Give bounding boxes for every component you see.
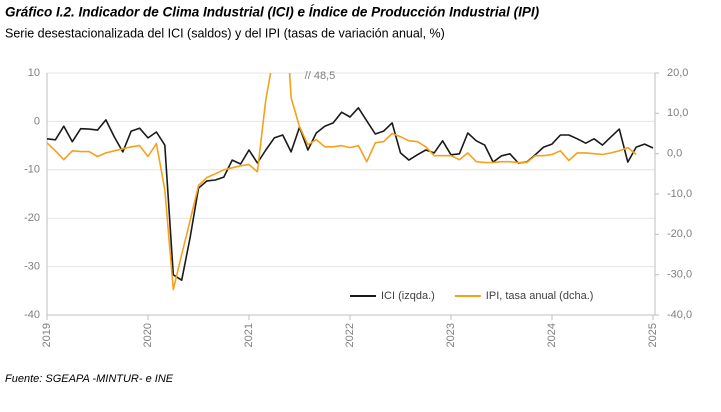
- chart-subtitle: Serie desestacionalizada del ICI (saldos…: [5, 26, 445, 40]
- y2-tick-label: 0,0: [667, 148, 682, 160]
- y-tick-label: -20: [24, 212, 40, 224]
- y-tick-label: -30: [24, 261, 40, 273]
- y2-tick-label: 20,0: [667, 67, 688, 79]
- x-tick-label: 2019: [41, 323, 53, 347]
- y2-tick-label: -10,0: [667, 188, 692, 200]
- data-line: [46, 73, 637, 291]
- series-group: [46, 73, 654, 291]
- legend-label: ICI (izqda.): [381, 290, 435, 302]
- y-tick-label: 0: [34, 115, 40, 127]
- y-tick-label: -10: [24, 164, 40, 176]
- y2-tick-label: -20,0: [667, 228, 692, 240]
- x-tick-label: 2025: [647, 323, 659, 347]
- annotation: // 48,5: [305, 70, 336, 82]
- x-tick-label: 2021: [243, 323, 255, 347]
- data-line: [46, 107, 654, 281]
- x-tick-label: 2022: [344, 323, 356, 347]
- x-tick-label: 2023: [445, 323, 457, 347]
- y2-tick-label: -30,0: [667, 269, 692, 281]
- legend-label: IPI, tasa anual (dcha.): [486, 290, 594, 302]
- y-tick-label: -40: [24, 309, 40, 321]
- y2-tick-label: 10,0: [667, 107, 688, 119]
- source-note: Fuente: SGEAPA -MINTUR- e INE: [5, 373, 174, 385]
- y2-tick-label: -40,0: [667, 309, 692, 321]
- chart-title: Gráfico I.2. Indicador de Clima Industri…: [5, 5, 540, 20]
- x-tick-label: 2024: [546, 323, 558, 347]
- y-tick-label: 10: [28, 67, 40, 79]
- x-tick-label: 2020: [142, 323, 154, 347]
